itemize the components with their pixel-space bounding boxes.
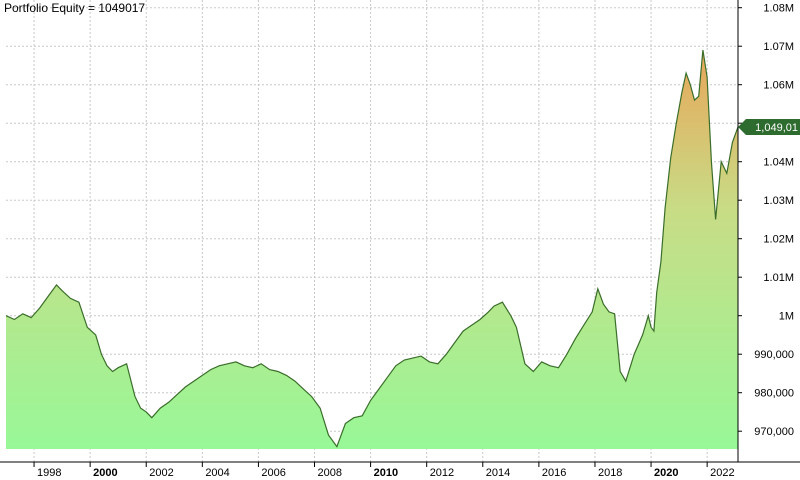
y-tick-label: 1.01M: [763, 272, 794, 284]
x-tick-label: 1998: [37, 467, 61, 479]
y-tick-label: 990,000: [754, 349, 794, 361]
y-tick-label: 1.08M: [763, 3, 794, 15]
equity-line: [5, 49, 739, 448]
x-tick-label: 2012: [430, 467, 454, 479]
y-tick-label: 1.07M: [763, 41, 794, 53]
x-tick-label: 2000: [93, 467, 117, 479]
x-tick-label: 2008: [318, 467, 342, 479]
y-tick-label: 1.02M: [763, 234, 794, 246]
y-tick-label: 1.04M: [763, 157, 794, 169]
y-tick-label: 1M: [779, 311, 794, 323]
last-value-label: 1,049,01: [755, 122, 798, 134]
last-value-tag: 1,049,01: [738, 118, 800, 135]
frame-layer: [0, 0, 800, 463]
x-axis: 1998 2000 2002 2004 2006 2008 2010 2012 2014 2016…: [33, 462, 735, 479]
x-tick-label: 2016: [542, 467, 566, 479]
y-tick-label: 980,000: [754, 388, 794, 400]
last-value-marker: [738, 118, 800, 135]
x-tick-label: 2020: [654, 467, 678, 479]
series-layer: [5, 49, 739, 449]
y-tick-label: 1.03M: [763, 195, 794, 207]
chart-title: Portfolio Equity = 1049017: [4, 1, 145, 15]
x-tick-label: 2002: [149, 467, 173, 479]
x-tick-label: 2022: [710, 467, 734, 479]
y-tick-label: 970,000: [754, 426, 794, 438]
x-tick-label: 2014: [486, 467, 510, 479]
x-tick-label: 2010: [374, 467, 398, 479]
x-tick-label: 2004: [205, 467, 229, 479]
x-tick-label: 2006: [261, 467, 285, 479]
equity-area: [6, 50, 738, 449]
x-tick-label: 2018: [598, 467, 622, 479]
y-tick-label: 1.06M: [763, 80, 794, 92]
